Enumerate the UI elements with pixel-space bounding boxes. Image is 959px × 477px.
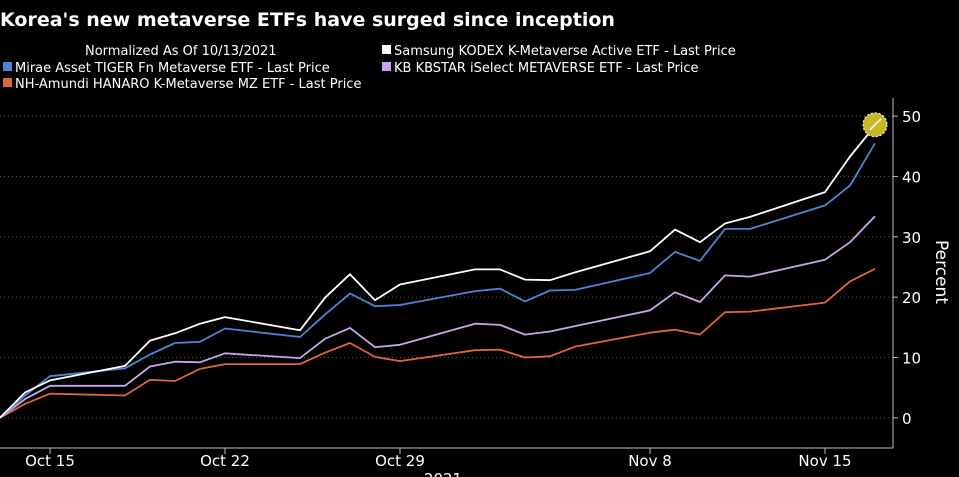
x-tick-label: Oct 29 (375, 452, 425, 470)
series-line-0 (0, 125, 876, 419)
legend-swatch-2 (382, 62, 391, 71)
x-tick-label: Nov 15 (798, 452, 851, 470)
legend-label-1: Mirae Asset TIGER Fn Metaverse ETF - Las… (15, 61, 330, 76)
legend-swatch-3 (3, 78, 12, 87)
legend: Samsung KODEX K-Metaverse Active ETF - L… (3, 44, 736, 92)
y-tick-label: 40 (902, 168, 921, 186)
legend-label-3: NH-Amundi HANARO K-Metaverse MZ ETF - La… (15, 77, 361, 92)
grid (0, 115, 893, 419)
series-line-2 (0, 215, 876, 419)
endpoint-marker-stroke (869, 118, 882, 131)
series-lines (0, 125, 876, 419)
y-tick-label: 0 (902, 410, 912, 428)
x-tick-label: Oct 15 (25, 452, 75, 470)
legend-label-0: Samsung KODEX K-Metaverse Active ETF - L… (394, 44, 736, 59)
legend-label-2: KB KBSTAR iSelect METAVERSE ETF - Last P… (394, 61, 699, 76)
chart-subtitle: Normalized As Of 10/13/2021 (85, 44, 277, 59)
legend-swatch-1 (3, 62, 12, 71)
y-tick-label: 20 (902, 289, 921, 307)
x-axis-ticks: Oct 15 Oct 22 Oct 29 Nov 8 Nov 15 (25, 448, 852, 470)
y-axis-label: Percent (931, 240, 951, 304)
chart-title: Korea's new metaverse ETFs have surged s… (0, 9, 615, 31)
series-line-1 (0, 142, 876, 419)
legend-swatch-0 (382, 45, 391, 54)
markers (862, 112, 888, 138)
x-tick-label: Nov 8 (628, 452, 672, 470)
y-axis-ticks: 0 10 20 30 40 50 (893, 108, 921, 428)
y-tick-label: 30 (902, 229, 921, 247)
y-tick-label: 10 (902, 349, 921, 367)
y-tick-label: 50 (902, 108, 921, 126)
series-line-3 (0, 267, 876, 419)
x-tick-label: Oct 22 (200, 452, 250, 470)
x-axis-label: 2021 (424, 470, 462, 477)
